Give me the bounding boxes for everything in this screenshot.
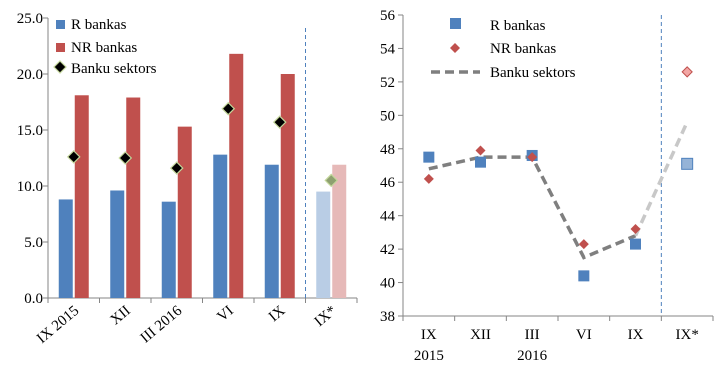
right-y-tick-label: 42 bbox=[380, 242, 395, 258]
right-line-chart: 38 40 42 44 46 48 50 52 54 56 IX 2015 XII III 2016 VI IX… bbox=[380, 8, 714, 364]
right-markers bbox=[423, 66, 694, 282]
right-y-tick-label: 52 bbox=[380, 75, 395, 91]
left-y-tick-label: 25.0 bbox=[17, 11, 43, 27]
bar-r-bankas-ix-2015 bbox=[58, 199, 73, 298]
left-x-tick-label: IX bbox=[266, 303, 289, 326]
left-bar-chart: 0.0 5.0 10.0 15.0 20.0 25.0 IX 2015 XII III 2016… bbox=[17, 11, 358, 347]
bar-r-bankas-vi bbox=[213, 154, 228, 298]
legend-label-nr-bankas: NR bankas bbox=[71, 40, 137, 56]
marker-r-bankas-ix-2015 bbox=[423, 151, 435, 163]
left-x-tick-label: III 2016 bbox=[138, 302, 186, 346]
marker-r-bankas-ix bbox=[681, 157, 694, 170]
marker-r-bankas-xii bbox=[475, 156, 486, 168]
marker-nr-bankas-ix bbox=[681, 66, 693, 78]
right-legend: R bankas NR bankas Banku sektors bbox=[431, 18, 576, 81]
left-y-tick-label: 0.0 bbox=[24, 291, 43, 307]
bar-r-bankas-ix bbox=[264, 164, 279, 298]
bar-r-bankas-iii-2016 bbox=[161, 201, 176, 298]
left-x-tick-label: VI bbox=[214, 303, 236, 325]
bar-r-bankas-xii bbox=[110, 190, 125, 298]
marker-nr-bankas-iii-2016 bbox=[527, 152, 538, 163]
marker-r-bankas-ix bbox=[630, 238, 641, 250]
right-y-tick-label: 54 bbox=[380, 41, 396, 57]
right-y-tick-label: 38 bbox=[380, 309, 395, 325]
left-y-tick-label: 5.0 bbox=[24, 235, 43, 251]
right-y-tick-label: 40 bbox=[380, 276, 395, 292]
legend-swatch-r-bankas bbox=[56, 20, 65, 29]
marker-banku-sektors-ix-2015 bbox=[66, 150, 81, 164]
marker-banku-sektors-ix bbox=[272, 115, 287, 130]
legend-label-r-bankas: R bankas bbox=[490, 18, 546, 34]
legend-label-nr-bankas: NR bankas bbox=[490, 41, 556, 57]
left-legend: R bankas NR bankas Banku sektors bbox=[53, 17, 157, 77]
marker-banku-sektors-iii-2016 bbox=[169, 161, 184, 175]
bar-nr-bankas-ix bbox=[280, 74, 295, 298]
legend-label-r-bankas: R bankas bbox=[71, 17, 127, 33]
right-x-tick-label: VI bbox=[576, 327, 592, 343]
marker-nr-bankas-ix-2015 bbox=[423, 173, 434, 184]
legend-marker-nr-bankas bbox=[450, 43, 460, 53]
left-x-tick-label: XII bbox=[108, 303, 134, 329]
left-bars bbox=[58, 53, 347, 299]
right-y-tick-label: 50 bbox=[380, 108, 395, 124]
bar-r-bankas-ix bbox=[316, 191, 331, 298]
bar-nr-bankas-xii bbox=[126, 97, 141, 299]
right-x-tick-label: IX* bbox=[676, 327, 699, 343]
bar-nr-bankas-ix-2015 bbox=[74, 95, 89, 298]
right-axes bbox=[398, 14, 714, 321]
marker-nr-bankas-xii bbox=[475, 145, 486, 156]
line-banku-sektors-projection bbox=[633, 121, 689, 237]
left-y-tick-label: 15.0 bbox=[17, 123, 43, 139]
right-y-tick-label: 56 bbox=[380, 8, 396, 24]
right-x-tick-label: 2016 bbox=[517, 348, 548, 364]
right-x-tick-label: XII bbox=[470, 327, 491, 343]
left-x-tick-label: IX 2015 bbox=[34, 303, 82, 347]
right-y-tick-label: 44 bbox=[380, 209, 396, 225]
legend-label-banku-sektors: Banku sektors bbox=[490, 65, 576, 81]
left-markers bbox=[66, 101, 339, 188]
right-lines bbox=[428, 121, 689, 260]
right-x-tick-label: III bbox=[525, 327, 540, 343]
marker-banku-sektors-ix bbox=[324, 173, 339, 188]
marker-r-bankas-vi bbox=[578, 270, 590, 282]
bar-nr-bankas-ix bbox=[332, 164, 347, 298]
bar-nr-bankas-iii-2016 bbox=[177, 126, 192, 298]
marker-banku-sektors-xii bbox=[118, 151, 133, 165]
legend-swatch-r-bankas bbox=[450, 18, 461, 29]
left-y-tick-label: 20.0 bbox=[17, 67, 43, 83]
right-y-tick-label: 46 bbox=[380, 175, 396, 191]
marker-banku-sektors-vi bbox=[221, 101, 236, 116]
line-banku-sektors bbox=[428, 155, 637, 260]
right-x-tick-label: IX bbox=[628, 327, 644, 343]
right-x-tick-label: 2015 bbox=[414, 348, 444, 364]
marker-nr-bankas-vi bbox=[578, 239, 589, 250]
left-axes bbox=[43, 17, 358, 303]
legend-label-banku-sektors: Banku sektors bbox=[71, 61, 157, 77]
right-y-tick-label: 48 bbox=[380, 142, 395, 158]
legend-marker-banku-sektors bbox=[53, 60, 67, 74]
right-tick-labels: 38 40 42 44 46 48 50 52 54 56 IX 2015 XII III 2016 VI IX… bbox=[380, 8, 699, 364]
legend-swatch-nr-bankas bbox=[56, 43, 65, 52]
marker-nr-bankas-ix bbox=[630, 224, 641, 235]
right-x-tick-label: IX bbox=[421, 327, 437, 343]
left-y-tick-label: 10.0 bbox=[17, 179, 43, 195]
bar-nr-bankas-vi bbox=[229, 53, 244, 299]
left-x-tick-label: IX* bbox=[312, 303, 340, 330]
